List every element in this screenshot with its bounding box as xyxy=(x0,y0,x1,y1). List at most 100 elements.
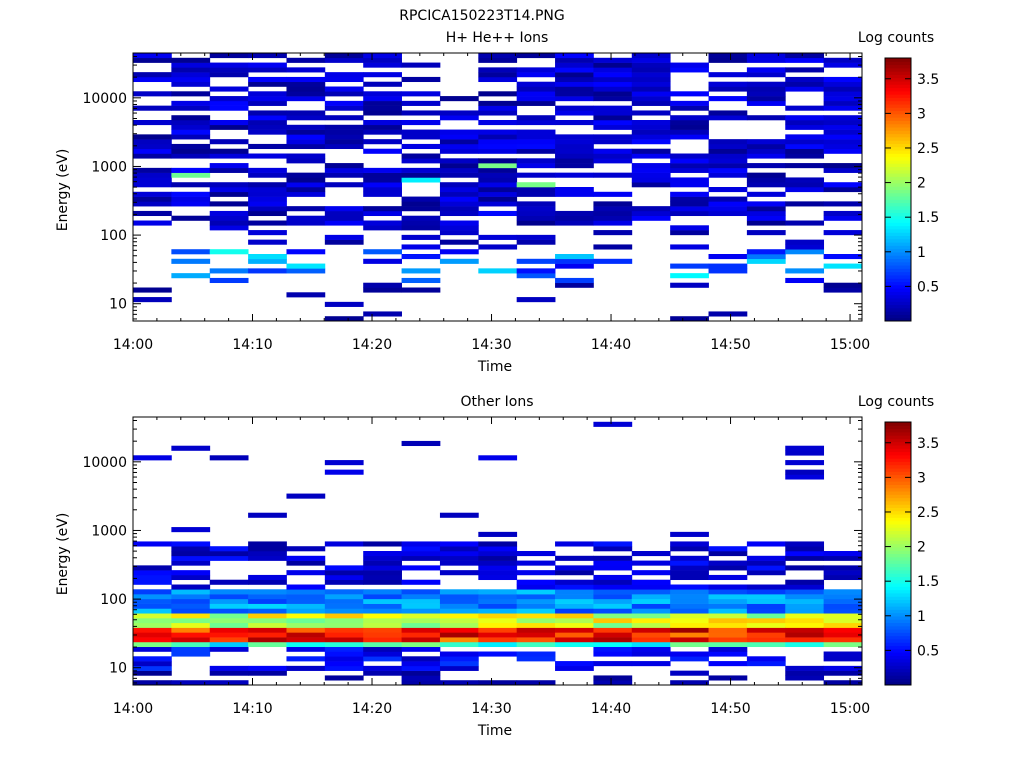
heatmap-cell xyxy=(823,603,863,609)
heatmap-cell xyxy=(478,72,518,78)
heatmap-cell xyxy=(746,584,786,590)
colorbar-segment xyxy=(885,235,911,240)
heatmap-cell xyxy=(286,67,326,73)
heatmap-cell xyxy=(555,258,594,264)
heatmap-cell xyxy=(248,153,287,159)
heatmap-cell xyxy=(401,598,441,604)
heatmap-cell xyxy=(478,618,518,624)
heatmap-cell xyxy=(324,134,364,140)
heatmap-cell xyxy=(555,139,594,145)
heatmap-cell xyxy=(248,618,287,624)
heatmap-cell xyxy=(439,163,479,169)
heatmap-cell xyxy=(363,555,402,561)
heatmap-cell xyxy=(593,91,633,97)
heatmap-cell xyxy=(363,110,402,116)
colorbar-segment xyxy=(885,294,911,299)
colorbar-segment xyxy=(885,665,911,670)
colorbar-segment xyxy=(885,284,911,289)
colorbar-segment xyxy=(885,288,911,292)
heatmap-cell xyxy=(670,613,709,619)
heatmap-cell xyxy=(555,86,594,92)
heatmap-cell xyxy=(324,139,364,145)
heatmap-cell xyxy=(708,158,748,164)
heatmap-cell xyxy=(439,598,479,604)
heatmap-cell xyxy=(363,57,402,63)
colorbar-segment xyxy=(885,422,911,426)
colorbar-segment xyxy=(885,468,911,472)
heatmap-cell xyxy=(670,67,709,73)
heatmap-cell xyxy=(746,570,786,576)
heatmap-cell xyxy=(401,277,441,284)
x-tick-label: 14:50 xyxy=(710,701,750,717)
heatmap-cell xyxy=(478,622,518,628)
heatmap-cell xyxy=(248,96,287,102)
heatmap-cell xyxy=(439,158,479,164)
heatmap-cell xyxy=(478,120,518,126)
heatmap-cell xyxy=(248,167,287,173)
heatmap-cell xyxy=(439,651,479,657)
heatmap-cell xyxy=(708,163,748,169)
heatmap-cell xyxy=(209,622,249,628)
x-ticks: 14:00 14:10 14:20 14:30 14:40 14:50 15:00 xyxy=(113,53,870,353)
heatmap-cell xyxy=(478,603,518,609)
colorbar-segment xyxy=(885,248,911,253)
heatmap-cell xyxy=(439,249,479,255)
heatmap-cell xyxy=(133,191,172,197)
heatmap-cell xyxy=(133,172,172,178)
heatmap-cell xyxy=(324,632,364,638)
heatmap-cell xyxy=(363,124,402,130)
heatmap-cell xyxy=(209,277,249,284)
heatmap-cell xyxy=(248,670,287,676)
heatmap-cell xyxy=(516,187,556,193)
heatmap-cell xyxy=(439,182,479,188)
heatmap-cell xyxy=(555,641,594,648)
heatmap-cell xyxy=(746,172,786,178)
heatmap-cell xyxy=(324,637,364,643)
colorbar-segment xyxy=(885,255,911,260)
heatmap-cell xyxy=(555,594,594,600)
heatmap-cell xyxy=(286,618,326,624)
heatmap-cell xyxy=(593,574,633,581)
heatmap-cell xyxy=(746,603,786,609)
heatmap-cell xyxy=(746,115,786,121)
heatmap-cell xyxy=(401,167,441,173)
heatmap-cell xyxy=(133,594,172,600)
colorbar-segment xyxy=(885,530,911,535)
colorbar-segment xyxy=(885,215,911,220)
colorbar-segment xyxy=(885,596,911,601)
colorbar-segment xyxy=(885,74,911,79)
heatmap-cell xyxy=(708,263,748,269)
colorbar-segment xyxy=(885,546,911,551)
heatmap-cell xyxy=(631,570,671,576)
heatmap-cell xyxy=(708,651,748,657)
heatmap-cell xyxy=(746,589,786,595)
heatmap-cell xyxy=(631,167,671,173)
heatmap-cell xyxy=(708,584,748,590)
heatmap-cell xyxy=(670,263,709,269)
heatmap-cell xyxy=(823,124,863,130)
heatmap-cell xyxy=(401,637,441,643)
heatmap-cell xyxy=(133,148,172,154)
heatmap-cell xyxy=(593,172,633,178)
colorbar-segment xyxy=(885,458,911,462)
heatmap-cell xyxy=(785,675,825,681)
heatmap-cell xyxy=(555,76,594,83)
heatmap-cell xyxy=(171,167,211,173)
heatmap-cell xyxy=(555,565,594,571)
heatmap-cell xyxy=(746,86,786,92)
heatmap-cell xyxy=(133,680,172,686)
heatmap-cell xyxy=(785,76,825,83)
colorbar-segment xyxy=(885,553,911,558)
heatmap-cell xyxy=(823,594,863,600)
heatmap-cell xyxy=(478,641,518,648)
heatmap-cell xyxy=(823,129,863,135)
heatmap-cell xyxy=(286,641,326,648)
colorbar-segment xyxy=(885,533,911,538)
heatmap-cell xyxy=(401,62,441,68)
colorbar-segment xyxy=(885,579,911,584)
heatmap-cell xyxy=(746,57,786,63)
heatmap-cell xyxy=(363,618,402,624)
heatmap-cell xyxy=(631,148,671,154)
heatmap-cell xyxy=(478,608,518,614)
